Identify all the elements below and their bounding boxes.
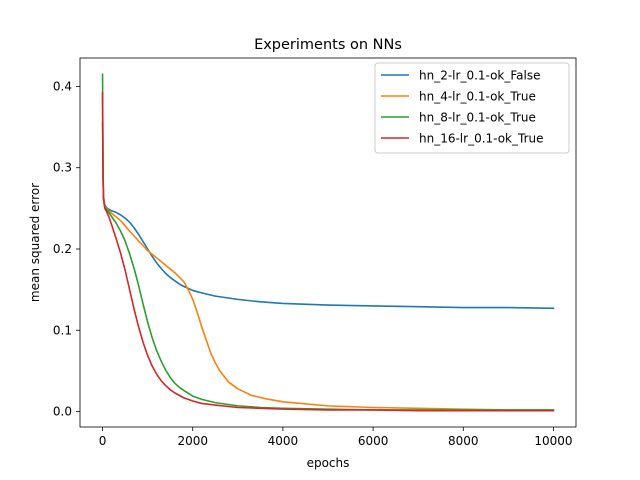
x-axis: 0 2000 4000 6000 8000 10000 (99, 427, 573, 448)
y-tick-label: 0.0 (53, 405, 72, 419)
series-line-2 (101, 93, 555, 411)
x-tick-label: 2000 (177, 434, 208, 448)
x-tick-label: 0 (99, 434, 107, 448)
legend: hn_2-lr_0.1-ok_False hn_4-lr_0.1-ok_Trueh… (374, 62, 570, 154)
x-tick-label: 8000 (448, 434, 479, 448)
legend-box (374, 62, 570, 154)
y-tick-label: 0.3 (53, 161, 72, 175)
legend-label-2: hn_4-lr_0.1-ok_True (419, 90, 536, 104)
y-tick-label: 0.1 (53, 323, 72, 337)
y-axis: 0.0 0.1 0.2 0.3 0.4 (53, 79, 80, 419)
legend-label-1: hn_2-lr_0.1-ok_False (419, 69, 541, 83)
series-line-3 (101, 73, 555, 411)
series-line-4 (101, 92, 555, 412)
legend-label-3: hn_8-lr_0.1-ok_True (419, 111, 536, 125)
x-tick-label: 10000 (534, 434, 572, 448)
chart-title: Experiments on NNs (254, 37, 402, 53)
y-axis-label: mean squared error (28, 183, 42, 302)
x-tick-label: 6000 (358, 434, 389, 448)
x-tick-label: 4000 (268, 434, 299, 448)
plot-frame (79, 57, 577, 428)
y-tick-label: 0.2 (53, 242, 72, 256)
legend-label-4: hn_16-lr_0.1-ok_True (419, 132, 544, 146)
y-tick-label: 0.4 (53, 79, 72, 93)
series-line-1 (101, 122, 555, 310)
series-layer (101, 73, 555, 412)
x-axis-label: epochs (307, 456, 350, 470)
